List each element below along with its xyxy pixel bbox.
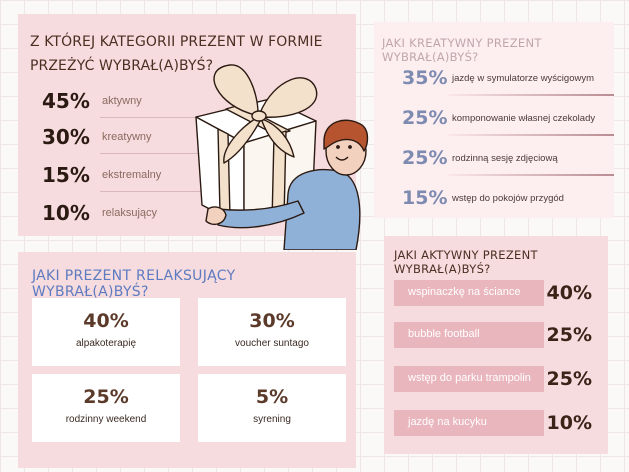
- category-label: ekstremalny: [102, 169, 162, 181]
- creative-row: 15% wstęp do pokojów przygód: [402, 186, 612, 210]
- active-percent: 40%: [546, 282, 592, 304]
- active-label-box: [394, 366, 544, 392]
- creative-label: jazdę w symulatorze wyścigowym: [452, 72, 595, 84]
- creative-percent: 25%: [402, 107, 448, 129]
- creative-row: 25% komponowanie własnej czekolady: [402, 106, 614, 136]
- creative-row: 25% rodzinną sesję zdjęciową: [402, 146, 614, 176]
- categories-panel: Z której kategorii prezent w formie prze…: [18, 14, 369, 250]
- active-label-box: [394, 322, 544, 348]
- divider: [100, 153, 202, 154]
- categories-title: Z której kategorii prezent w formie prze…: [30, 34, 323, 74]
- category-percent: 15%: [42, 163, 90, 187]
- category-percent: 10%: [42, 201, 90, 225]
- active-row: wstęp do parku trampolin 25%: [394, 366, 592, 400]
- active-label-box: [394, 410, 544, 436]
- divider: [100, 117, 202, 118]
- category-label: aktywny: [102, 95, 142, 107]
- active-row: jazdę na kucyku 10%: [394, 410, 592, 444]
- divider: [448, 134, 614, 136]
- relax-percent: 40%: [83, 310, 129, 332]
- relax-percent: 30%: [249, 310, 295, 332]
- relax-label: voucher suntago: [235, 338, 309, 349]
- relax-label: alpakoterapię: [75, 338, 137, 349]
- active-label: jazdę na kucyku: [408, 416, 487, 428]
- creative-label: rodzinną sesję zdjęciową: [452, 152, 558, 164]
- category-percent: 45%: [42, 89, 90, 113]
- creative-label: wstęp do pokojów przygód: [452, 192, 564, 204]
- active-percent: 10%: [546, 412, 592, 434]
- category-percent: 30%: [42, 125, 90, 149]
- creative-percent: 35%: [402, 67, 448, 89]
- creative-percent: 25%: [402, 147, 448, 169]
- category-row-creative: 30% kreatywny: [42, 124, 202, 154]
- active-row: wspinaczkę na ściance 40%: [394, 280, 592, 314]
- creative-panel: JAKI KREATYWNY PREZENT WYBRAŁ(A)BYŚ? 35%…: [374, 22, 614, 218]
- divider: [448, 174, 614, 176]
- active-panel: JAKI AKTYWNY PREZENT WYBRAŁ(A)BYŚ? wspin…: [384, 236, 608, 454]
- relax-panel: JAKI PREZENT RELAKSUJĄCY WYBRAŁ(A)BYŚ? 4…: [18, 252, 356, 468]
- relax-title: JAKI PREZENT RELAKSUJĄCY WYBRAŁ(A)BYŚ?: [32, 268, 236, 300]
- active-percent: 25%: [546, 324, 592, 346]
- creative-label: komponowanie własnej czekolady: [452, 112, 596, 124]
- relax-card: 25% rodzinny weekend: [32, 374, 180, 442]
- relax-label: syrening: [253, 414, 291, 425]
- relax-card: 40% alpakoterapię: [32, 298, 180, 366]
- person-icon: [205, 119, 369, 250]
- active-label: bubble football: [408, 328, 480, 340]
- category-row-extreme: 15% ekstremalny: [42, 162, 202, 192]
- active-title: JAKI AKTYWNY PREZENT WYBRAŁ(A)BYŚ?: [394, 248, 538, 276]
- relax-percent: 5%: [255, 386, 289, 408]
- divider: [448, 94, 614, 96]
- creative-row: 35% jazdę w symulatorze wyścigowym: [402, 66, 614, 96]
- creative-title: JAKI KREATYWNY PREZENT WYBRAŁ(A)BYŚ?: [382, 36, 542, 64]
- relax-percent: 25%: [83, 386, 129, 408]
- divider: [100, 191, 202, 192]
- category-label: relaksujący: [102, 207, 158, 219]
- category-label: kreatywny: [102, 131, 152, 143]
- active-label-box: [394, 280, 544, 306]
- active-label: wstęp do parku trampolin: [408, 372, 531, 384]
- active-row: bubble football 25%: [394, 322, 592, 356]
- active-label: wspinaczkę na ściance: [408, 286, 521, 298]
- relax-label: rodzinny weekend: [65, 414, 147, 425]
- gift-person-illustration: [195, 64, 369, 250]
- gift-box-icon: [195, 64, 318, 228]
- active-percent: 25%: [546, 368, 592, 390]
- category-row-relax: 10% relaksujący: [42, 200, 192, 226]
- creative-percent: 15%: [402, 187, 448, 209]
- relax-card: 5% syrening: [198, 374, 346, 442]
- relax-card: 30% voucher suntago: [198, 298, 346, 366]
- category-row-active: 45% aktywny: [42, 88, 202, 118]
